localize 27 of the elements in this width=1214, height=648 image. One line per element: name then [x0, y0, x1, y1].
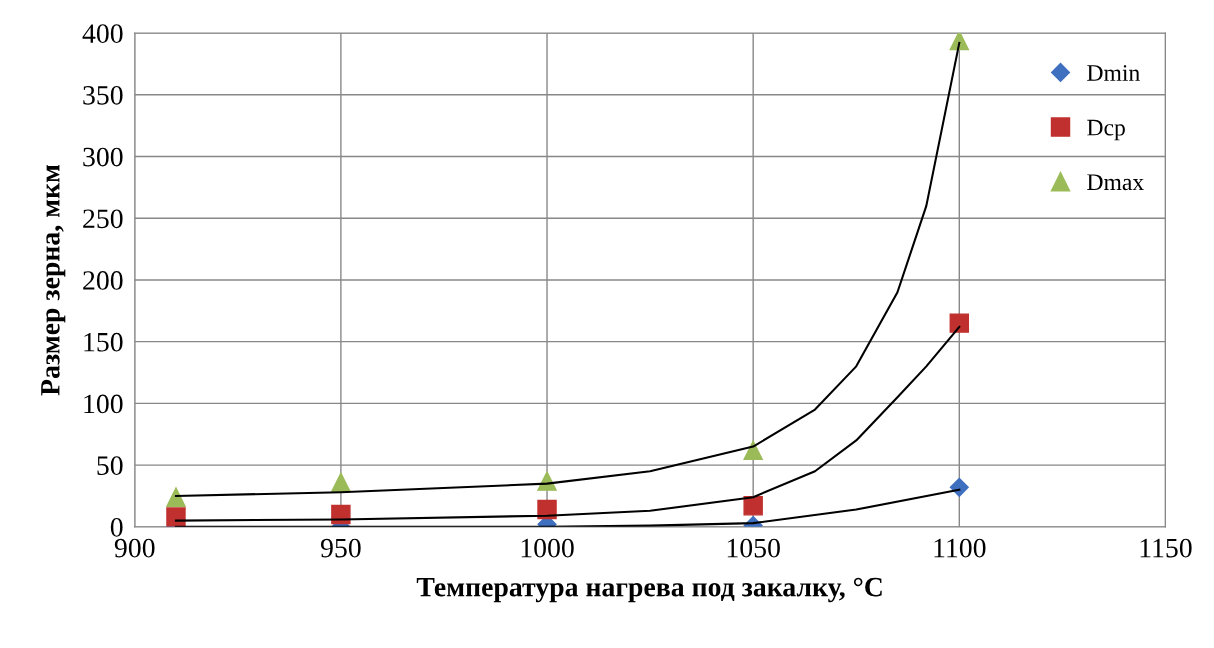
x-tick-label: 900 [114, 538, 155, 558]
x-tick-label: 1050 [727, 538, 780, 558]
legend-label: Dmax [1087, 174, 1144, 191]
point [949, 313, 970, 333]
x-tick-label: 1000 [521, 538, 574, 558]
y-tick-label: 50 [97, 456, 123, 476]
y-tick-label: 300 [83, 147, 123, 167]
legend-label: Dcp [1087, 119, 1125, 141]
point [743, 440, 763, 461]
legend-label: Dmin [1087, 65, 1140, 81]
point [949, 33, 970, 51]
y-axis-title: Размер зерна, мкм [41, 164, 66, 396]
point [743, 496, 763, 516]
x-tick-label: 950 [320, 538, 361, 558]
point [166, 507, 186, 527]
y-tick-label: 0 [110, 517, 123, 537]
x-tick-label: 1100 [934, 538, 986, 558]
y-tick-label: 200 [83, 271, 123, 290]
y-tick-label: 400 [82, 24, 123, 43]
y-tick-label: 150 [84, 332, 123, 352]
y-tick-label: 100 [84, 394, 123, 414]
point [949, 477, 969, 497]
x-axis-title: Температура нагрева под закалку, °C [416, 577, 882, 603]
x-tick-label: 1150 [1140, 538, 1192, 558]
point [166, 487, 186, 507]
y-tick-label: 350 [83, 85, 123, 105]
y-tick-label: 250 [83, 209, 123, 229]
